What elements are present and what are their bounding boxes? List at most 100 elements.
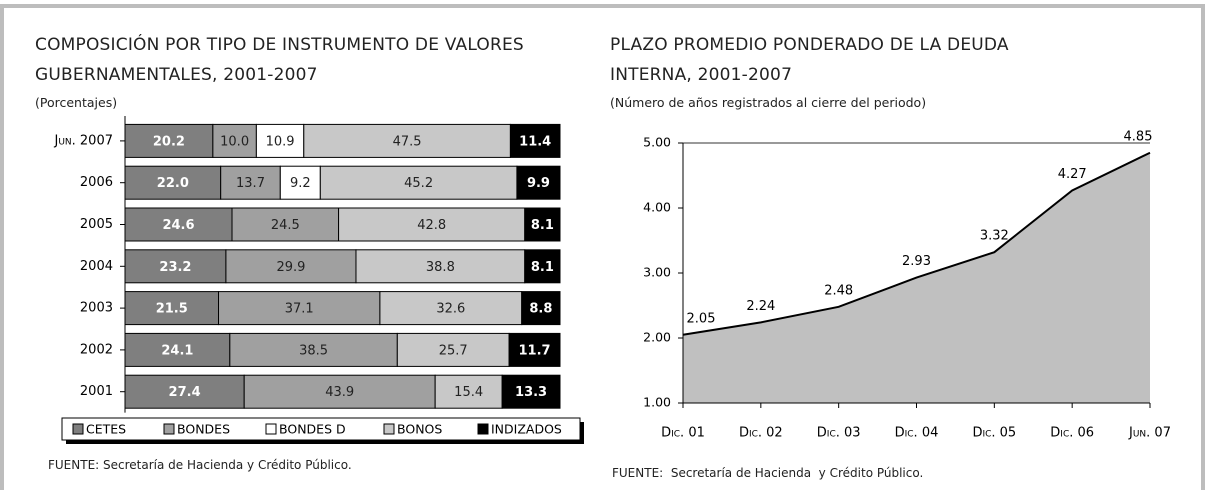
- data-label: 15.4: [454, 385, 483, 400]
- source: FUENTE: Secretaría de Hacienda y Crédito…: [612, 466, 924, 480]
- source: FUENTE: Secretaría de Hacienda y Crédito…: [48, 458, 352, 472]
- data-label: 11.4: [519, 134, 551, 149]
- bar-segment: [218, 291, 381, 326]
- chart-subtitle: (Número de años registrados al cierre de…: [610, 95, 927, 110]
- y-tick-label: 2003: [80, 301, 113, 316]
- bar-segment: [434, 374, 503, 409]
- line: [682, 151, 1151, 336]
- data-label: 13.3: [515, 385, 547, 400]
- y-tick-label: 2002: [80, 342, 113, 357]
- data-label: 32.6: [436, 302, 465, 317]
- legend-swatch: [383, 423, 395, 435]
- x-tick-label: Dic. 06: [1050, 426, 1094, 441]
- legend-label: BONDES: [177, 422, 230, 437]
- y-tick-label: 4.00: [643, 200, 671, 215]
- bar-segment: [231, 207, 340, 242]
- legend-label: BONDES D: [279, 422, 346, 437]
- x-tick-label: Dic. 05: [972, 426, 1016, 441]
- data-label: 2.24: [746, 299, 775, 314]
- y-tick-label: 2004: [80, 259, 113, 274]
- legend-label: INDIZADOS: [491, 422, 562, 437]
- x-tick-label: Dic. 04: [895, 426, 939, 441]
- data-label: 3.32: [980, 229, 1009, 244]
- y-tick-label: Jun. 2007: [53, 133, 113, 148]
- bar-segment: [521, 291, 561, 326]
- frame: [0, 4, 1205, 490]
- data-label: 8.1: [531, 218, 554, 233]
- data-label: 10.0: [220, 134, 249, 149]
- chart-title: PLAZO PROMEDIO PONDERADO DE LA DEUDA INT…: [610, 35, 1009, 85]
- bar-segment: [501, 374, 561, 409]
- x-tick-label: Dic. 01: [661, 426, 705, 441]
- legend-label: BONOS: [397, 422, 442, 437]
- legend-swatch: [72, 423, 84, 435]
- x-tick-label: Jun. 07: [1128, 426, 1171, 441]
- data-label: 38.5: [299, 343, 328, 358]
- data-label: 8.8: [529, 302, 552, 317]
- data-label: 8.1: [531, 260, 554, 275]
- bar-segment: [279, 165, 321, 200]
- y-tick-label: 2006: [80, 175, 113, 190]
- bar-segment: [524, 207, 561, 242]
- data-label: 22.0: [157, 176, 189, 191]
- data-label: 13.7: [236, 176, 265, 191]
- data-label: 10.9: [266, 134, 295, 149]
- data-label: 43.9: [325, 385, 354, 400]
- y-tick-label: 2.00: [643, 330, 671, 345]
- bar-segment: [225, 249, 357, 284]
- bar-segment: [379, 291, 523, 326]
- data-label: 4.85: [1124, 129, 1153, 144]
- data-label: 20.2: [153, 134, 185, 149]
- bar-segment: [516, 165, 561, 200]
- bar-segment: [229, 332, 398, 367]
- data-label: 21.5: [156, 302, 188, 317]
- data-label: 11.7: [519, 343, 551, 358]
- data-label: 25.7: [439, 343, 468, 358]
- data-label: 2.48: [824, 283, 853, 298]
- bar-segment: [124, 332, 231, 367]
- data-label: 24.6: [162, 218, 194, 233]
- data-label: 24.1: [161, 343, 193, 358]
- data-label: 47.5: [393, 134, 422, 149]
- data-label: 9.9: [527, 176, 550, 191]
- legend-swatch: [477, 423, 489, 435]
- bar-segment: [396, 332, 510, 367]
- bar-segment: [124, 249, 227, 284]
- bar-segment: [303, 123, 511, 158]
- chart-subtitle: (Porcentajes): [35, 95, 118, 110]
- data-label: 9.2: [290, 176, 311, 191]
- y-tick-label: 3.00: [643, 265, 671, 280]
- x-tick-label: Dic. 03: [817, 426, 861, 441]
- bar-segment: [124, 207, 233, 242]
- bar-segment: [355, 249, 526, 284]
- data-label: 37.1: [285, 302, 314, 317]
- bar-segment: [124, 123, 214, 158]
- data-label: 38.8: [426, 260, 455, 275]
- data-label: 24.5: [271, 218, 300, 233]
- data-label: 42.8: [417, 218, 446, 233]
- bar-segment: [508, 332, 561, 367]
- bar-segment: [509, 123, 561, 158]
- data-label: 2.05: [687, 311, 716, 326]
- bar-segment: [338, 207, 526, 242]
- bar-segment: [212, 123, 257, 158]
- data-label: 45.2: [404, 176, 433, 191]
- data-label: 2.93: [902, 254, 931, 269]
- chart-title: COMPOSICIÓN POR TIPO DE INSTRUMENTO DE V…: [35, 35, 524, 85]
- bar-segment: [319, 165, 518, 200]
- data-label: 27.4: [169, 385, 201, 400]
- y-tick-label: 1.00: [643, 395, 671, 410]
- legend-swatch: [163, 423, 175, 435]
- y-tick-label: 2005: [80, 217, 113, 232]
- y-tick-label: 2001: [80, 384, 113, 399]
- data-label: 23.2: [159, 260, 191, 275]
- data-label: 4.27: [1058, 167, 1087, 182]
- bar-segment: [524, 249, 561, 284]
- x-tick-label: Dic. 02: [739, 426, 783, 441]
- bar-segment: [243, 374, 436, 409]
- data-label: 29.9: [276, 260, 305, 275]
- legend-swatch: [265, 423, 277, 435]
- legend-label: CETES: [86, 422, 126, 437]
